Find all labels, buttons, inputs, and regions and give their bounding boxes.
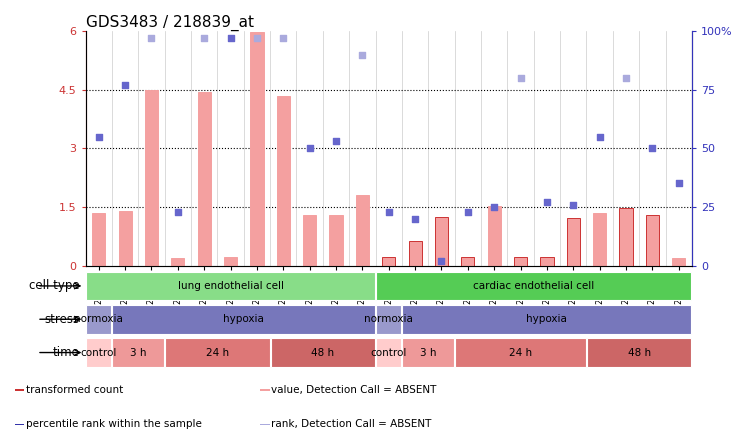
Bar — [15, 424, 25, 425]
Bar — [92, 213, 106, 266]
Bar — [461, 257, 475, 266]
Point — [198, 35, 210, 42]
Text: cell type: cell type — [29, 279, 80, 293]
Bar — [260, 424, 270, 425]
Bar — [455, 338, 586, 367]
Text: value, Detection Call = ABSENT: value, Detection Call = ABSENT — [271, 385, 437, 395]
Bar — [672, 258, 685, 266]
Text: hypoxia: hypoxia — [223, 314, 264, 324]
Bar — [303, 215, 316, 266]
Point — [620, 75, 632, 82]
Point — [172, 208, 184, 215]
Bar — [118, 211, 132, 266]
Bar — [224, 257, 237, 266]
Bar — [171, 258, 185, 266]
Text: control: control — [80, 348, 117, 357]
Text: 48 h: 48 h — [311, 348, 334, 357]
Point — [251, 35, 263, 42]
Bar — [587, 338, 691, 367]
Text: normoxia: normoxia — [74, 314, 124, 324]
Bar — [86, 305, 112, 333]
Bar — [646, 215, 659, 266]
Bar — [408, 241, 422, 266]
Bar — [86, 338, 112, 367]
Point — [356, 51, 368, 58]
Bar — [86, 272, 375, 300]
Text: 48 h: 48 h — [628, 348, 651, 357]
Text: time: time — [53, 346, 80, 359]
Text: percentile rank within the sample: percentile rank within the sample — [25, 420, 202, 429]
Text: transformed count: transformed count — [25, 385, 123, 395]
Bar — [376, 272, 691, 300]
Point — [435, 257, 447, 264]
Bar — [487, 206, 501, 266]
Point — [119, 81, 131, 88]
Point — [541, 198, 553, 206]
Point — [594, 133, 606, 140]
Point — [93, 133, 105, 140]
Bar — [198, 91, 211, 266]
Bar — [514, 257, 527, 266]
Text: hypoxia: hypoxia — [527, 314, 568, 324]
Bar — [250, 32, 263, 266]
Point — [304, 145, 315, 152]
Bar — [403, 338, 454, 367]
Text: control: control — [371, 348, 407, 357]
Text: 3 h: 3 h — [420, 348, 437, 357]
Text: 3 h: 3 h — [130, 348, 147, 357]
Point — [278, 35, 289, 42]
Bar — [567, 218, 580, 266]
Bar — [376, 305, 402, 333]
Point — [383, 208, 395, 215]
Bar — [382, 257, 395, 266]
Bar — [165, 338, 269, 367]
Text: GDS3483 / 218839_at: GDS3483 / 218839_at — [86, 15, 254, 31]
Bar — [112, 305, 375, 333]
Bar — [271, 338, 375, 367]
Point — [146, 35, 158, 42]
Text: stress: stress — [45, 313, 80, 326]
Bar — [356, 195, 369, 266]
Point — [225, 35, 237, 42]
Text: normoxia: normoxia — [365, 314, 413, 324]
Point — [330, 138, 342, 145]
Text: 24 h: 24 h — [206, 348, 229, 357]
Text: rank, Detection Call = ABSENT: rank, Detection Call = ABSENT — [271, 420, 432, 429]
Bar — [620, 208, 632, 266]
Bar — [540, 257, 554, 266]
Bar — [330, 215, 342, 266]
Point — [488, 203, 500, 210]
Bar — [403, 305, 691, 333]
Text: cardiac endothelial cell: cardiac endothelial cell — [473, 281, 594, 291]
Bar — [435, 217, 448, 266]
Point — [647, 145, 658, 152]
Bar — [112, 338, 164, 367]
Bar — [15, 389, 25, 391]
Bar — [376, 338, 402, 367]
Bar — [277, 95, 290, 266]
Bar — [260, 389, 270, 391]
Text: lung endothelial cell: lung endothelial cell — [178, 281, 283, 291]
Text: 24 h: 24 h — [509, 348, 532, 357]
Bar — [145, 90, 158, 266]
Bar — [593, 213, 606, 266]
Point — [409, 215, 421, 222]
Point — [673, 180, 684, 187]
Point — [568, 201, 580, 208]
Point — [515, 75, 527, 82]
Point — [462, 208, 474, 215]
